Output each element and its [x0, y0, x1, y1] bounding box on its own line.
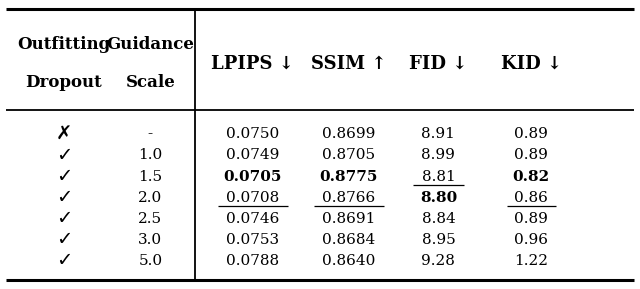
Text: 1.5: 1.5 — [138, 170, 163, 184]
Text: ✗: ✗ — [56, 125, 72, 144]
Text: 3.0: 3.0 — [138, 233, 163, 247]
Text: 8.80: 8.80 — [420, 191, 457, 205]
Text: 0.8775: 0.8775 — [319, 170, 378, 184]
Text: ✓: ✓ — [56, 146, 72, 165]
Text: ✓: ✓ — [56, 209, 72, 228]
Text: 2.5: 2.5 — [138, 212, 163, 226]
Text: 0.0705: 0.0705 — [223, 170, 282, 184]
Text: ✓: ✓ — [56, 188, 72, 207]
Text: 0.0753: 0.0753 — [226, 233, 280, 247]
Text: Guidance: Guidance — [106, 36, 195, 53]
Text: Scale: Scale — [125, 74, 175, 91]
Text: 0.8766: 0.8766 — [322, 191, 376, 205]
Text: -: - — [148, 127, 153, 141]
Text: 0.86: 0.86 — [515, 191, 548, 205]
Text: 5.0: 5.0 — [138, 254, 163, 268]
Text: 0.0788: 0.0788 — [226, 254, 280, 268]
Text: 0.82: 0.82 — [513, 170, 550, 184]
Text: 8.84: 8.84 — [422, 212, 455, 226]
Text: 0.8705: 0.8705 — [322, 149, 376, 162]
Text: ✓: ✓ — [56, 251, 72, 271]
Text: 2.0: 2.0 — [138, 191, 163, 205]
Text: 0.0749: 0.0749 — [226, 149, 280, 162]
Text: 1.0: 1.0 — [138, 149, 163, 162]
Text: LPIPS ↓: LPIPS ↓ — [211, 55, 294, 73]
Text: 0.89: 0.89 — [515, 212, 548, 226]
Text: Outfitting: Outfitting — [17, 36, 111, 53]
Text: 1.22: 1.22 — [514, 254, 548, 268]
Text: 0.8684: 0.8684 — [322, 233, 376, 247]
Text: Dropout: Dropout — [26, 74, 102, 91]
Text: 8.81: 8.81 — [422, 170, 455, 184]
Text: ✓: ✓ — [56, 230, 72, 249]
Text: FID ↓: FID ↓ — [409, 55, 468, 73]
Text: KID ↓: KID ↓ — [500, 55, 562, 73]
Text: 9.28: 9.28 — [422, 254, 455, 268]
Text: 0.89: 0.89 — [515, 149, 548, 162]
Text: 0.89: 0.89 — [515, 127, 548, 141]
Text: 8.99: 8.99 — [422, 149, 455, 162]
Text: 0.8691: 0.8691 — [322, 212, 376, 226]
Text: 0.8699: 0.8699 — [322, 127, 376, 141]
Text: 0.8640: 0.8640 — [322, 254, 376, 268]
Text: 0.0708: 0.0708 — [226, 191, 280, 205]
Text: 8.95: 8.95 — [422, 233, 455, 247]
Text: 8.91: 8.91 — [422, 127, 455, 141]
Text: SSIM ↑: SSIM ↑ — [311, 55, 387, 73]
Text: ✓: ✓ — [56, 167, 72, 186]
Text: 0.96: 0.96 — [514, 233, 548, 247]
Text: 0.0750: 0.0750 — [226, 127, 280, 141]
Text: 0.0746: 0.0746 — [226, 212, 280, 226]
